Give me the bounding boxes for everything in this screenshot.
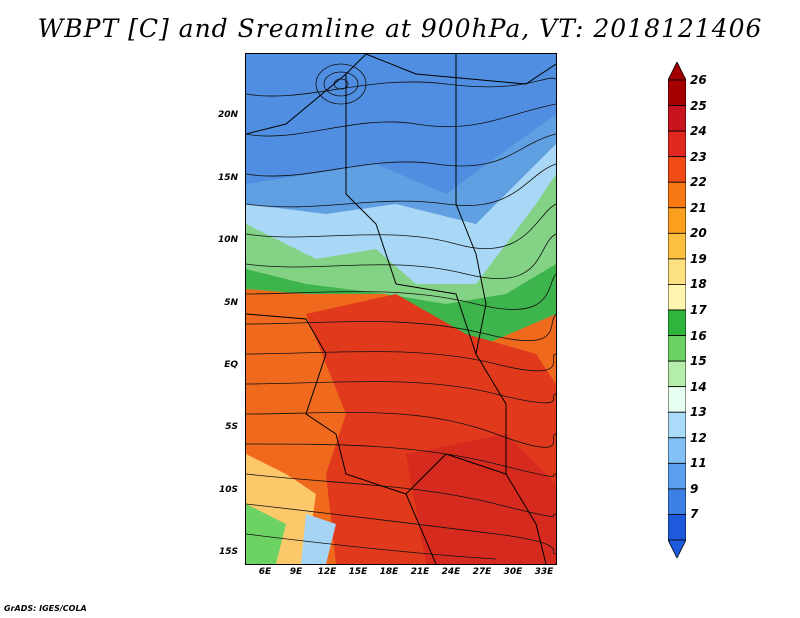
colorbar-cell bbox=[668, 335, 686, 362]
colorbar-cell bbox=[668, 156, 686, 183]
lon-label: 6E bbox=[258, 567, 272, 577]
colorbar-label: 16 bbox=[690, 328, 707, 343]
lat-label: 10S bbox=[218, 485, 238, 495]
colorbar-label: 11 bbox=[690, 456, 707, 471]
wbpt-streamline-map bbox=[245, 53, 557, 565]
colorbar-cell bbox=[668, 258, 686, 285]
lon-label: 27E bbox=[472, 567, 492, 577]
colorbar-label: 7 bbox=[690, 507, 699, 522]
colorbar-label: 13 bbox=[690, 405, 707, 420]
colorbar-cell bbox=[668, 309, 686, 336]
lat-label: 5N bbox=[224, 298, 238, 308]
colorbar-label: 18 bbox=[690, 277, 707, 292]
colorbar-cell bbox=[668, 207, 686, 234]
colorbar-label: 19 bbox=[690, 251, 707, 266]
lon-label: 18E bbox=[379, 567, 399, 577]
lon-label: 24E bbox=[441, 567, 461, 577]
colorbar-cell bbox=[668, 462, 686, 490]
colorbar-label: 14 bbox=[690, 379, 707, 394]
lon-label: 33E bbox=[534, 567, 554, 577]
lon-label: 15E bbox=[348, 567, 368, 577]
colorbar-cell bbox=[668, 386, 686, 413]
colorbar-cell bbox=[668, 181, 686, 209]
lat-label: 15N bbox=[217, 173, 238, 183]
chart-title: WBPT [C] and Sreamline at 900hPa, VT: 20… bbox=[37, 14, 763, 43]
lat-label: 10N bbox=[217, 235, 238, 245]
colorbar-top-arrow bbox=[668, 62, 686, 81]
lat-label: 20N bbox=[217, 110, 238, 120]
credit-text: GrADS: IGES/COLA bbox=[4, 604, 87, 613]
colorbar-cell bbox=[668, 130, 686, 158]
colorbar-label: 25 bbox=[690, 98, 707, 113]
colorbar-cell bbox=[668, 411, 686, 439]
colorbar-cell bbox=[668, 437, 686, 464]
colorbar-cells bbox=[668, 62, 686, 558]
colorbar-cell bbox=[668, 232, 686, 260]
colorbar bbox=[668, 62, 686, 558]
colorbar-cell bbox=[668, 514, 686, 541]
lon-label: 30E bbox=[503, 567, 523, 577]
streamlines bbox=[246, 63, 556, 560]
colorbar-label: 21 bbox=[690, 200, 707, 215]
colorbar-label: 24 bbox=[690, 124, 707, 139]
colorbar-bottom-arrow bbox=[668, 539, 686, 558]
hottest-region bbox=[406, 434, 556, 564]
colorbar-label: 9 bbox=[690, 481, 699, 496]
deep-blue-region bbox=[246, 54, 556, 194]
country-borders bbox=[246, 54, 556, 564]
colorbar-label: 22 bbox=[690, 175, 707, 190]
lat-label: 5S bbox=[225, 422, 238, 432]
colorbar-label: 12 bbox=[690, 430, 707, 445]
colorbar-cell bbox=[668, 105, 686, 132]
colorbar-label: 23 bbox=[690, 149, 707, 164]
map-canvas bbox=[246, 54, 556, 564]
lon-label: 21E bbox=[410, 567, 430, 577]
colorbar-label: 17 bbox=[690, 303, 707, 317]
lon-label: 12E bbox=[317, 567, 337, 577]
colorbar-cell bbox=[668, 79, 686, 106]
colorbar-cell bbox=[668, 488, 686, 515]
southwest-green bbox=[246, 504, 286, 564]
lon-label: 9E bbox=[289, 567, 303, 577]
lat-label: 15S bbox=[218, 547, 238, 557]
colorbar-cell bbox=[668, 360, 686, 388]
colorbar-label: 26 bbox=[690, 73, 707, 87]
colorbar-label: 20 bbox=[690, 226, 707, 241]
southwest-blue bbox=[301, 514, 336, 564]
colorbar-cell bbox=[668, 284, 686, 311]
lat-label: EQ bbox=[224, 360, 238, 370]
colorbar-label: 15 bbox=[690, 354, 707, 369]
